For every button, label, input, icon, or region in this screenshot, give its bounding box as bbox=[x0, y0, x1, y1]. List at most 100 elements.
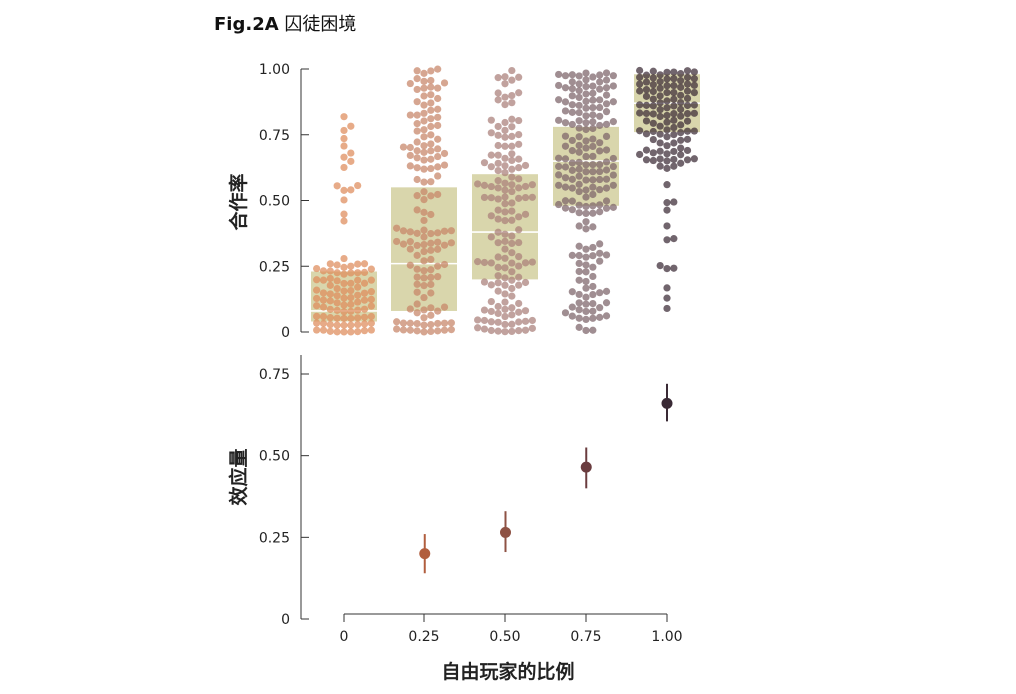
data-point-0 bbox=[326, 267, 334, 275]
data-point-1.00 bbox=[663, 294, 671, 302]
data-point-1.00 bbox=[690, 68, 698, 76]
data-point-0.50 bbox=[501, 162, 509, 170]
data-point-0.75 bbox=[555, 116, 563, 124]
data-point-0 bbox=[340, 301, 348, 309]
data-point-0 bbox=[333, 269, 341, 277]
data-point-0.75 bbox=[609, 72, 617, 80]
data-point-0.75 bbox=[609, 118, 617, 126]
data-point-0 bbox=[354, 291, 362, 299]
data-point-0.50 bbox=[508, 268, 516, 276]
data-point-0.50 bbox=[508, 181, 516, 189]
data-point-0.75 bbox=[596, 208, 604, 216]
data-point-0.75 bbox=[582, 104, 590, 112]
data-point-1.00 bbox=[636, 80, 644, 88]
data-point-0 bbox=[347, 269, 355, 277]
data-point-1.00 bbox=[690, 127, 698, 135]
data-point-0.25 bbox=[406, 319, 414, 327]
data-point-0.25 bbox=[427, 327, 435, 336]
data-point-0.75 bbox=[582, 307, 590, 316]
data-point-0.25 bbox=[413, 138, 421, 146]
data-point-0.50 bbox=[494, 184, 502, 192]
data-point-0 bbox=[347, 328, 355, 336]
data-point-1.00 bbox=[663, 150, 671, 158]
data-point-0 bbox=[360, 296, 369, 304]
data-point-0.75 bbox=[575, 259, 583, 268]
data-point-0.25 bbox=[413, 127, 421, 135]
data-point-1.00 bbox=[663, 75, 671, 83]
data-point-1.00 bbox=[642, 78, 651, 86]
data-point-0 bbox=[333, 299, 341, 307]
data-point-0.50 bbox=[487, 318, 495, 326]
effect-point-0.50 bbox=[500, 526, 511, 538]
data-point-1.00 bbox=[683, 109, 692, 118]
data-point-0.25 bbox=[420, 306, 428, 314]
data-point-1.00 bbox=[663, 236, 671, 244]
data-point-0.25 bbox=[420, 69, 428, 77]
data-point-0.50 bbox=[521, 326, 530, 334]
data-point-0.50 bbox=[494, 253, 502, 261]
top-y-tick-label: 1.00 bbox=[259, 62, 290, 78]
data-point-0.75 bbox=[555, 154, 563, 162]
data-point-0.75 bbox=[575, 209, 583, 217]
data-point-0.50 bbox=[515, 140, 523, 148]
data-point-0.50 bbox=[487, 116, 495, 124]
data-point-1.00 bbox=[683, 135, 692, 143]
data-point-0.75 bbox=[582, 326, 590, 335]
data-point-0 bbox=[326, 281, 334, 289]
data-point-0.50 bbox=[508, 320, 516, 328]
data-point-0.75 bbox=[575, 158, 583, 166]
data-point-0.50 bbox=[508, 276, 516, 284]
data-point-1.00 bbox=[656, 84, 664, 92]
data-point-0.50 bbox=[501, 216, 509, 225]
data-point-0.75 bbox=[568, 159, 576, 167]
data-point-0.50 bbox=[508, 284, 516, 293]
data-point-0.75 bbox=[575, 306, 583, 314]
data-point-0.75 bbox=[582, 186, 590, 194]
data-point-0.25 bbox=[427, 255, 435, 263]
data-point-0.75 bbox=[596, 257, 604, 265]
data-point-0.50 bbox=[528, 324, 536, 332]
data-point-0.50 bbox=[508, 142, 516, 150]
data-point-0.75 bbox=[589, 243, 597, 252]
data-point-0.75 bbox=[575, 148, 583, 156]
data-point-0.50 bbox=[515, 238, 523, 247]
data-point-0.75 bbox=[568, 206, 576, 214]
data-point-0.75 bbox=[589, 202, 597, 210]
data-point-0.25 bbox=[413, 251, 421, 259]
data-point-0.75 bbox=[575, 117, 583, 125]
data-point-0.25 bbox=[420, 84, 428, 92]
data-point-0.25 bbox=[420, 267, 428, 275]
data-point-1.00 bbox=[656, 147, 664, 155]
data-point-1.00 bbox=[683, 87, 692, 95]
data-point-0.75 bbox=[575, 242, 583, 250]
data-point-0.25 bbox=[413, 192, 421, 200]
data-point-0.50 bbox=[515, 318, 523, 326]
data-point-0.25 bbox=[420, 226, 428, 234]
data-point-0.75 bbox=[602, 184, 611, 192]
data-point-0.25 bbox=[406, 162, 414, 170]
data-point-0 bbox=[340, 287, 348, 295]
data-point-0.25 bbox=[434, 262, 442, 270]
data-point-0 bbox=[333, 328, 341, 336]
data-point-0.75 bbox=[561, 132, 570, 140]
data-point-0.50 bbox=[494, 141, 502, 150]
data-point-0 bbox=[347, 149, 355, 157]
data-point-1.00 bbox=[636, 101, 644, 109]
data-point-1.00 bbox=[636, 66, 644, 75]
data-point-0.75 bbox=[589, 82, 597, 90]
data-point-0.75 bbox=[568, 120, 576, 129]
data-point-0.50 bbox=[487, 307, 495, 316]
data-point-0.50 bbox=[494, 89, 502, 97]
data-point-0 bbox=[367, 295, 375, 303]
data-point-0.75 bbox=[575, 133, 583, 141]
data-point-0.25 bbox=[413, 120, 421, 128]
data-point-0.25 bbox=[434, 121, 442, 130]
data-point-0.75 bbox=[602, 69, 611, 77]
data-point-0 bbox=[319, 319, 328, 328]
data-point-0.75 bbox=[596, 304, 604, 312]
data-point-0.50 bbox=[494, 287, 502, 295]
data-point-0.25 bbox=[440, 303, 449, 311]
data-point-0.75 bbox=[568, 101, 576, 109]
data-point-0.25 bbox=[427, 155, 435, 163]
data-point-0.25 bbox=[427, 76, 435, 85]
